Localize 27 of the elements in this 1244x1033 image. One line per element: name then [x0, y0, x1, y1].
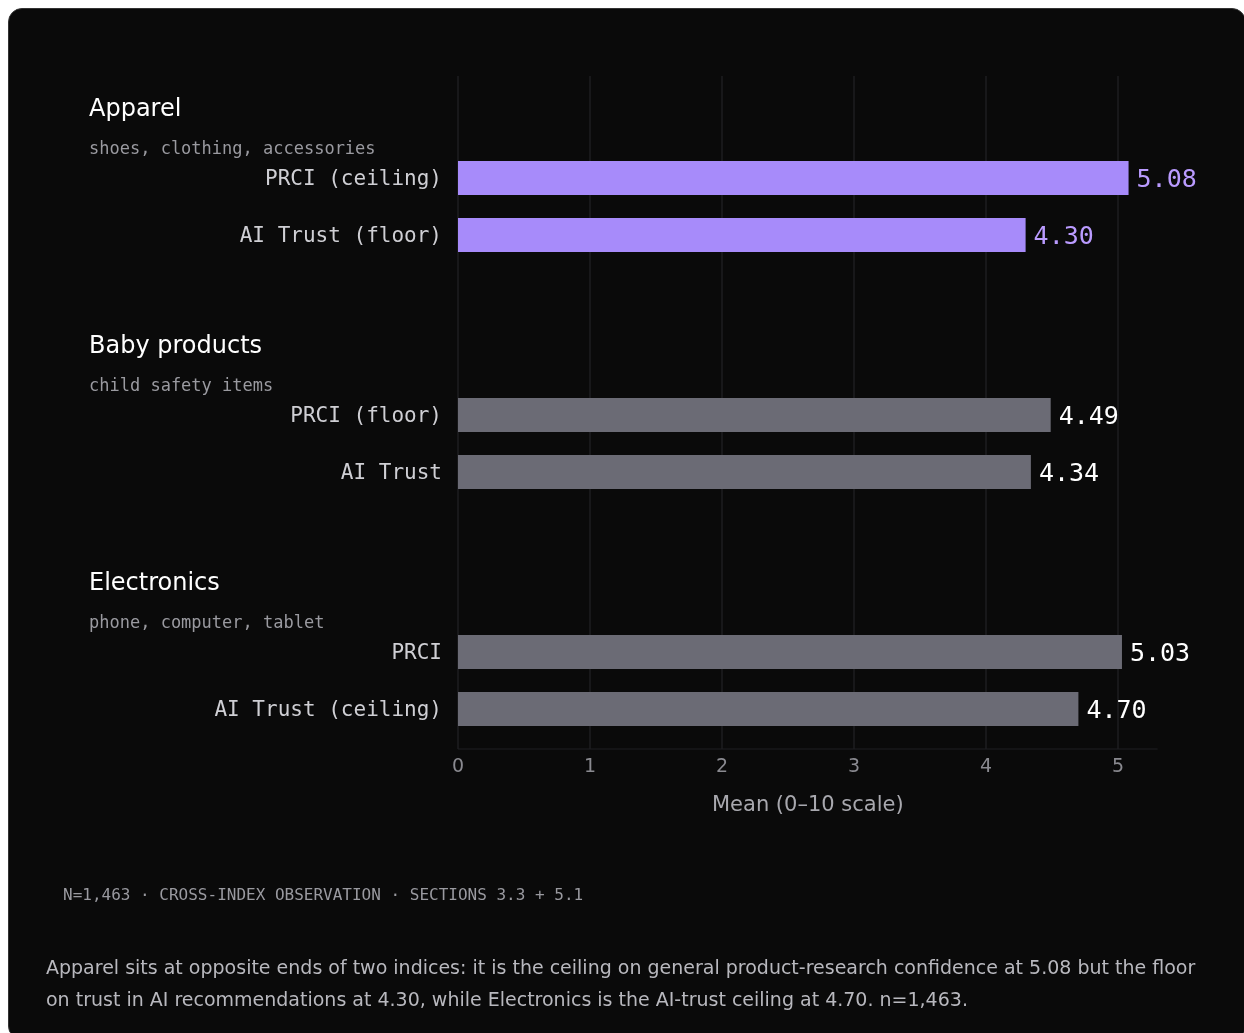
- x-tick-label: 5: [1111, 753, 1125, 776]
- data-label: 4.30: [1033, 220, 1094, 250]
- x-tick-label: 3: [847, 753, 861, 776]
- text: Baby products: [89, 331, 263, 359]
- y-tick-label: AI Trust (ceiling): [214, 697, 442, 722]
- y-tick-label: AI Trust (floor): [239, 223, 442, 248]
- y-tick-label: PRCI: [391, 640, 442, 665]
- data-label: 5.03: [1129, 637, 1191, 667]
- text: Electronics: [89, 568, 220, 596]
- text: shoes, clothing, accessories: [89, 138, 376, 158]
- data-label: 4.34: [1038, 457, 1100, 487]
- x-tick-label: 0: [451, 753, 465, 776]
- data-label: 5.08: [1136, 163, 1197, 193]
- x-tick-label: 4: [979, 753, 993, 776]
- data-label: 4.49: [1058, 400, 1119, 430]
- data-label: 4.70: [1086, 694, 1147, 724]
- y-tick-label: AI Trust: [340, 460, 442, 485]
- x-tick-label: 2: [715, 753, 729, 776]
- x-tick-label: 1: [583, 753, 597, 776]
- text: Apparel sits at opposite ends of two indices: it is the ceiling on general product-research confidence at 5.08 but the floor on trust in AI recommendations at 4.30, while Electronics is the AI-trust ceiling at 4.70. n=1,463.: [46, 955, 1197, 1012]
- text: child safety items: [89, 375, 274, 395]
- x-axis-title: Mean (0–10 scale): [711, 792, 904, 816]
- y-tick-label: PRCI (floor): [290, 403, 442, 428]
- text: phone, computer, tablet: [89, 612, 325, 632]
- y-tick-label: PRCI (ceiling): [264, 166, 442, 191]
- text: N=1,463 · CROSS-INDEX OBSERVATION · SECTIONS 3.3 + 5.1: [63, 885, 584, 904]
- text: Apparel: [89, 94, 182, 122]
